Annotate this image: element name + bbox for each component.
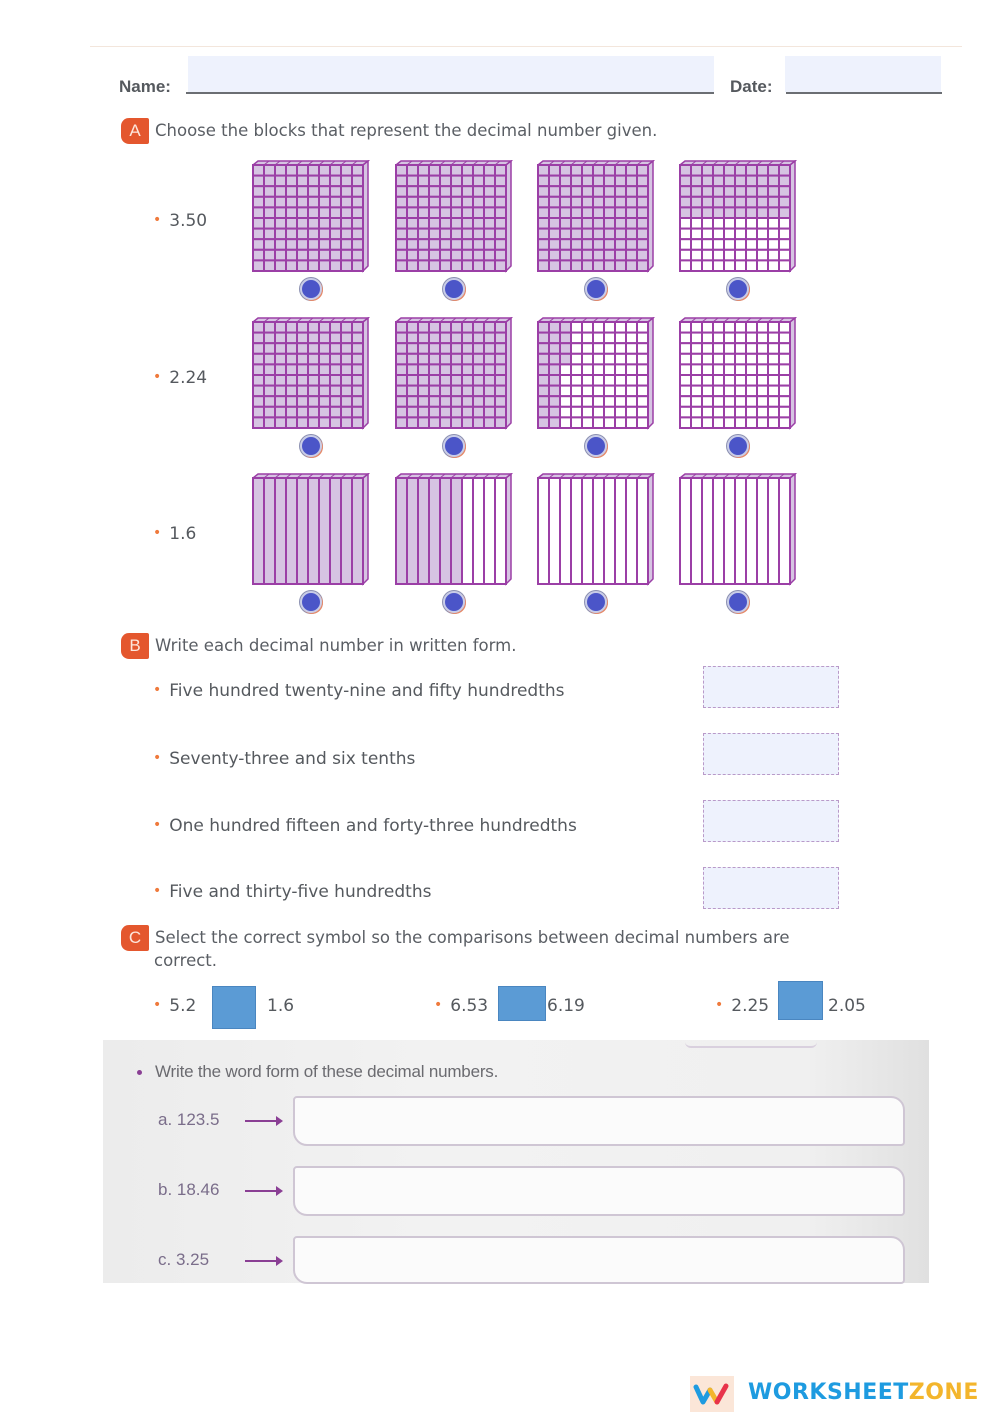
- arrow-right-icon: [245, 1256, 283, 1266]
- block-choice-radio[interactable]: [300, 591, 322, 613]
- bullet-dot: [137, 1070, 142, 1075]
- block-choice-radio[interactable]: [300, 435, 322, 457]
- block-choice-radio[interactable]: [585, 435, 607, 457]
- section-c-instruction-cont: correct.: [154, 951, 218, 970]
- written-form-item: • Five and thirty-five hundredths: [153, 882, 432, 902]
- name-underline: [186, 92, 714, 94]
- arrow-right-icon: [245, 1116, 283, 1126]
- row-number-label: • 1.6: [153, 524, 197, 544]
- comparison-left: • 5.2: [153, 996, 197, 1016]
- comparison-right: 6.19: [547, 996, 585, 1016]
- section-c-instruction: Select the correct symbol so the compari…: [155, 928, 790, 947]
- block-choice-radio[interactable]: [443, 435, 465, 457]
- comparison-left: • 6.53: [434, 996, 489, 1016]
- comparison-symbol-select[interactable]: [778, 981, 823, 1020]
- date-label: Date:: [730, 77, 773, 96]
- hundreds-flat-block: [252, 317, 370, 430]
- name-input[interactable]: [188, 56, 714, 92]
- word-form-label: a. 123.5: [158, 1110, 220, 1129]
- tenths-rods-block: [395, 473, 513, 586]
- hundreds-flat-block: [679, 160, 797, 273]
- section-a-instruction: Choose the blocks that represent the dec…: [155, 121, 658, 140]
- written-form-answer-input[interactable]: [703, 800, 839, 842]
- block-choice-radio[interactable]: [727, 435, 749, 457]
- w-logo-icon: [690, 1376, 734, 1412]
- written-form-answer-input[interactable]: [703, 867, 839, 909]
- block-choice-radio[interactable]: [585, 278, 607, 300]
- comparison-right: 2.05: [828, 996, 866, 1016]
- section-b-instruction: Write each decimal number in written for…: [155, 636, 517, 655]
- written-form-item: • One hundred fifteen and forty-three hun…: [153, 816, 577, 836]
- arrow-right-icon: [245, 1186, 283, 1196]
- written-form-answer-input[interactable]: [703, 733, 839, 775]
- row-number-label: • 3.50: [153, 211, 208, 231]
- word-form-label: b. 18.46: [158, 1180, 220, 1199]
- tenths-rods-block: [537, 473, 655, 586]
- comparison-symbol-select[interactable]: [498, 986, 546, 1021]
- written-form-item: • Five hundred twenty-nine and fifty hund…: [153, 681, 565, 701]
- date-input[interactable]: [785, 56, 941, 92]
- comparison-left: • 2.25: [715, 996, 770, 1016]
- word-form-answer-input[interactable]: [293, 1166, 905, 1216]
- written-form-answer-input[interactable]: [703, 666, 839, 708]
- written-form-item: • Seventy-three and six tenths: [153, 749, 416, 769]
- word-form-instruction: Write the word form of these decimal num…: [155, 1062, 499, 1081]
- block-choice-radio[interactable]: [727, 591, 749, 613]
- section-c-badge: C: [121, 925, 149, 951]
- hundreds-flat-block: [395, 317, 513, 430]
- block-choice-radio[interactable]: [585, 591, 607, 613]
- name-label: Name:: [119, 77, 171, 96]
- section-a-badge: A: [121, 118, 149, 144]
- row-number-label: • 2.24: [153, 368, 208, 388]
- hundreds-flat-block: [252, 160, 370, 273]
- hundreds-flat-block: [679, 317, 797, 430]
- comparison-right: 1.6: [267, 996, 295, 1016]
- hundreds-flat-block: [537, 160, 655, 273]
- block-choice-radio[interactable]: [727, 278, 749, 300]
- comparison-symbol-select[interactable]: [212, 986, 256, 1029]
- hundreds-flat-block: [395, 160, 513, 273]
- date-underline: [786, 92, 942, 94]
- logo-text: WORKSHEETZONE: [748, 1380, 979, 1405]
- word-form-photo-section: Write the word form of these decimal num…: [103, 1040, 929, 1284]
- hundreds-flat-block: [537, 317, 655, 430]
- block-choice-radio[interactable]: [300, 278, 322, 300]
- word-form-answer-input[interactable]: [293, 1236, 905, 1284]
- cropped-box-edge: [685, 1040, 817, 1048]
- section-b-badge: B: [121, 633, 149, 659]
- tenths-rods-block: [679, 473, 797, 586]
- tenths-rods-block: [252, 473, 370, 586]
- top-divider: [90, 46, 962, 47]
- word-form-answer-input[interactable]: [293, 1096, 905, 1146]
- word-form-label: c. 3.25: [158, 1250, 210, 1269]
- block-choice-radio[interactable]: [443, 591, 465, 613]
- block-choice-radio[interactable]: [443, 278, 465, 300]
